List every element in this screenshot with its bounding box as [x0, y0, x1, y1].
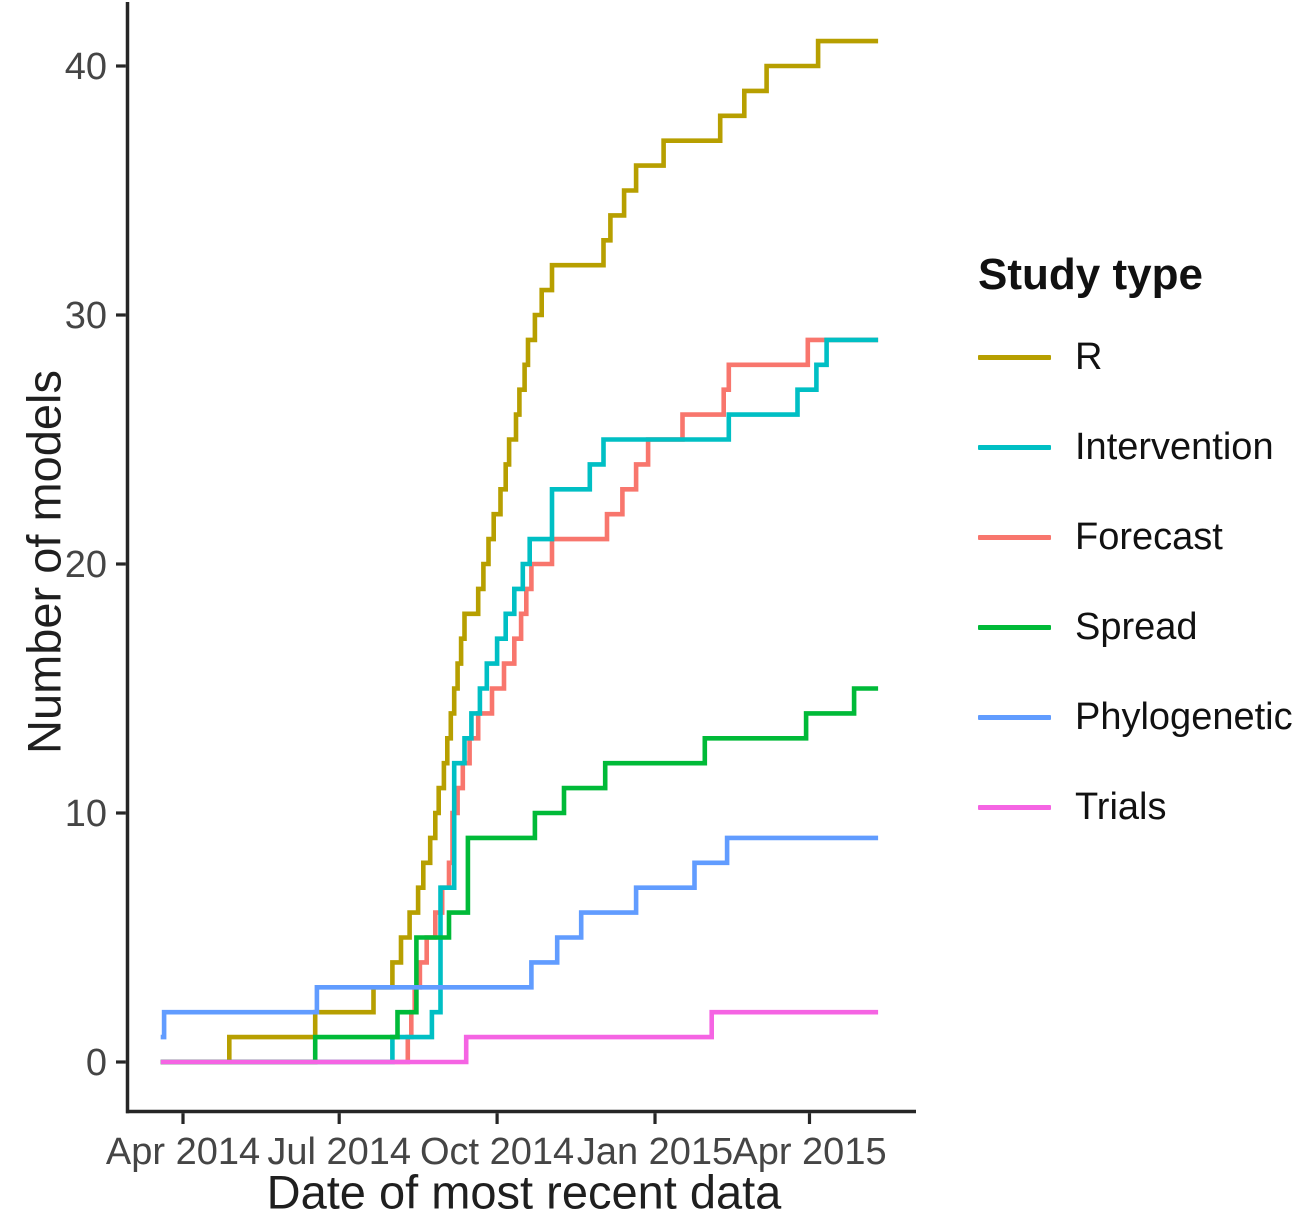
- legend-swatch-r: [978, 354, 1051, 360]
- y-axis-title: Number of models: [17, 370, 71, 754]
- x-tick-label-jul-2014: Jul 2014: [267, 1131, 411, 1173]
- legend-label-phylogenetic: Phylogenetic: [1075, 695, 1293, 738]
- legend-item-r: R: [978, 312, 1298, 402]
- x-tick-label-jan-2015: Jan 2015: [577, 1131, 733, 1173]
- x-tick-label-apr-2014: Apr 2014: [106, 1131, 260, 1173]
- series-line-r: [160, 38, 879, 1065]
- y-tick-label-30: 30: [65, 295, 107, 337]
- y-tick-label-40: 40: [65, 46, 107, 88]
- legend-label-trials: Trials: [1075, 785, 1167, 828]
- legend-label-forecast: Forecast: [1075, 515, 1223, 558]
- y-tick-label-0: 0: [86, 1042, 107, 1084]
- legend-swatch-trials: [978, 804, 1051, 810]
- legend-item-spread: Spread: [978, 582, 1298, 672]
- legend-item-phylogenetic: Phylogenetic: [978, 672, 1298, 762]
- legend-swatch-forecast: [978, 534, 1051, 540]
- legend: Study type R Intervention Forecast Sprea…: [978, 250, 1298, 852]
- legend-swatch-phylogenetic: [978, 714, 1051, 720]
- legend-label-spread: Spread: [1075, 605, 1198, 648]
- legend-swatch-spread: [978, 624, 1051, 630]
- series-line-forecast: [160, 337, 879, 1065]
- x-axis-title: Date of most recent data: [266, 1165, 782, 1219]
- legend-item-intervention: Intervention: [978, 402, 1298, 492]
- series-line-trials: [160, 1009, 879, 1065]
- legend-swatch-intervention: [978, 444, 1051, 450]
- legend-item-forecast: Forecast: [978, 492, 1298, 582]
- series-line-spread: [160, 686, 879, 1065]
- y-tick-label-20: 20: [65, 544, 107, 586]
- legend-item-trials: Trials: [978, 762, 1298, 852]
- legend-label-r: R: [1075, 335, 1103, 378]
- legend-title: Study type: [978, 250, 1203, 299]
- x-tick-label-oct-2014: Oct 2014: [420, 1131, 574, 1173]
- x-tick-label-apr-2015: Apr 2015: [732, 1131, 886, 1173]
- series-line-intervention: [160, 337, 879, 1065]
- y-tick-label-10: 10: [65, 793, 107, 835]
- legend-label-intervention: Intervention: [1075, 425, 1274, 468]
- series-line-phylogenetic: [160, 835, 879, 1040]
